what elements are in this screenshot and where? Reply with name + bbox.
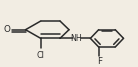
Text: O: O xyxy=(3,25,10,34)
Text: NH: NH xyxy=(71,34,83,43)
Text: Cl: Cl xyxy=(37,51,45,60)
Text: F: F xyxy=(97,57,102,66)
